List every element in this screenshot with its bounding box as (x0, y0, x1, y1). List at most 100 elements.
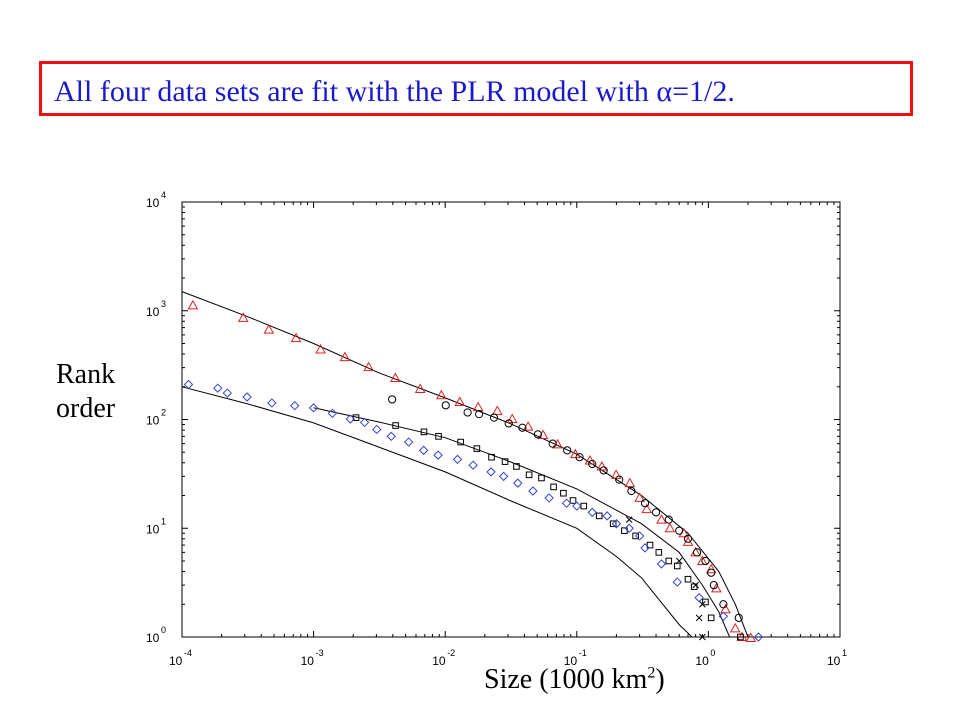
x-point (695, 614, 703, 622)
x-tick-exponent: 0 (710, 648, 715, 658)
x-tick-label: 10 (695, 654, 709, 668)
diamond-point (718, 611, 729, 622)
title-banner: All four data sets are fit with the PLR … (39, 61, 913, 116)
circle-point (504, 419, 513, 428)
y-tick-label: 10 (146, 305, 160, 319)
fit-curve (181, 291, 749, 638)
diamond-point (634, 531, 645, 541)
y-tick-exponent: 3 (161, 299, 166, 309)
x-tick-label: 10 (564, 654, 578, 668)
triangle-point (736, 631, 748, 641)
plot-frame (181, 201, 841, 638)
circle-point (615, 475, 624, 484)
square-point (435, 433, 442, 440)
x-tick-label: 10 (432, 654, 446, 668)
circle-point (475, 410, 484, 419)
square-point (560, 489, 567, 497)
circle-point (388, 395, 397, 404)
diamond-point (544, 493, 554, 503)
y-tick-label: 10 (146, 631, 160, 645)
square-point (580, 502, 588, 510)
y-tick-exponent: 0 (161, 625, 166, 635)
x-point (692, 581, 700, 589)
x-axis-label-main: Size (1000 km (484, 664, 648, 695)
y-axis-label-line1: Rank (56, 359, 116, 390)
triangle-point (745, 632, 757, 642)
circle-point (489, 413, 499, 422)
y-tick-exponent: 4 (161, 190, 166, 200)
triangle-point (711, 582, 722, 593)
square-point (420, 428, 428, 436)
fit-curve (313, 407, 731, 638)
y-tick-exponent: 2 (161, 408, 166, 418)
triangle-point (339, 351, 351, 362)
x-axis-label: Size (1000 km2) (484, 664, 665, 696)
triangle-point (729, 622, 741, 633)
diamond-point (386, 431, 396, 442)
y-tick-label: 10 (146, 196, 160, 210)
diamond-point (403, 437, 414, 447)
triangle-point (624, 477, 636, 488)
x-axis-label-close: ) (655, 664, 665, 695)
x-tick-exponent: -4 (184, 648, 192, 658)
diamond-point (433, 450, 443, 460)
diamond-point (572, 501, 582, 511)
circle-point (707, 568, 716, 577)
diamond-point (308, 403, 319, 413)
diamond-point (602, 511, 612, 521)
triangle-point (389, 372, 401, 382)
square-point (501, 458, 509, 465)
circle-point (518, 423, 527, 432)
triangle-point (678, 527, 690, 538)
x-point (675, 557, 683, 565)
diamond-point (672, 577, 682, 587)
triangle-point (656, 514, 667, 524)
square-point (538, 474, 545, 482)
diamond-point (486, 467, 496, 477)
square-point (655, 549, 663, 556)
triangle-point (641, 503, 653, 514)
triangle-point (522, 421, 534, 431)
x-tick-exponent: -1 (579, 648, 587, 658)
fit-curve (181, 386, 693, 638)
diamond-point (694, 592, 704, 603)
triangle-point (720, 603, 731, 614)
diamond-point (222, 388, 233, 398)
square-point (665, 557, 673, 565)
square-point (473, 445, 481, 452)
x-point (625, 516, 633, 523)
diamond-point (561, 498, 572, 508)
diamond-point (640, 543, 650, 553)
chart-title: All four data sets are fit with the PLR … (54, 75, 735, 108)
x-point (699, 600, 706, 608)
circle-point (719, 600, 728, 609)
diamond-point (452, 454, 463, 465)
diamond-point (183, 379, 194, 390)
diamond-point (624, 523, 634, 533)
y-tick-exponent: 1 (161, 516, 166, 526)
circle-point (651, 508, 661, 517)
square-point (621, 527, 628, 534)
x-tick-label: 10 (827, 654, 841, 668)
y-tick-label: 10 (146, 414, 160, 428)
diamond-point (345, 414, 355, 424)
circle-point (664, 515, 673, 524)
square-point (595, 512, 603, 520)
square-point (737, 633, 744, 641)
x-tick-label: 10 (301, 654, 315, 668)
circle-point (588, 459, 597, 469)
x-axis-label-sup: 2 (647, 664, 656, 682)
diamond-point (611, 519, 622, 529)
triangle-point (237, 312, 249, 322)
circle-point (701, 556, 710, 566)
diamond-point (242, 392, 252, 402)
square-point (646, 541, 654, 549)
triangle-point (596, 460, 608, 471)
y-tick-label: 10 (146, 522, 160, 536)
triangle-point (436, 389, 447, 400)
diamond-point (498, 471, 509, 482)
square-point (707, 614, 715, 622)
diamond-point (213, 383, 223, 393)
diamond-point (656, 559, 667, 569)
